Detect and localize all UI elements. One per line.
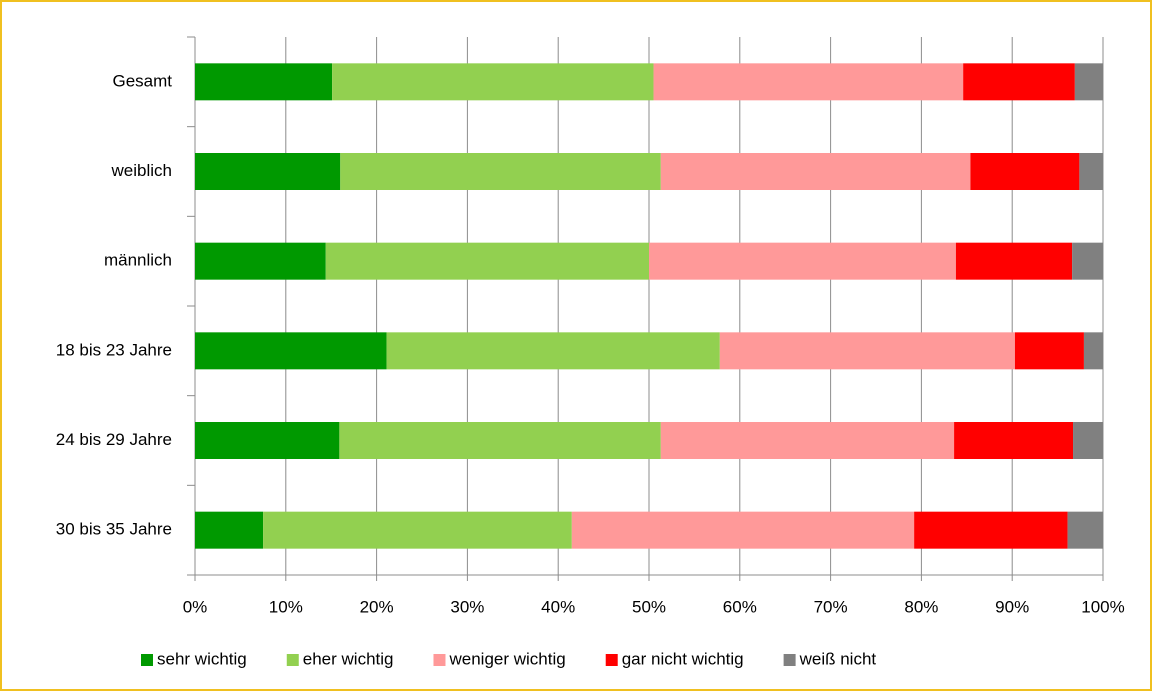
bar-segment bbox=[914, 511, 1068, 549]
bar-segment bbox=[954, 422, 1074, 459]
bar-segment bbox=[955, 242, 1073, 280]
legend-label: eher wichtig bbox=[303, 649, 394, 668]
bar-segment bbox=[1083, 332, 1103, 370]
x-tick-label: 10% bbox=[269, 597, 303, 616]
legend-swatch bbox=[433, 654, 446, 666]
bar-segment bbox=[1072, 242, 1103, 280]
legend-label: weniger wichtig bbox=[448, 649, 565, 668]
legend-swatch bbox=[783, 654, 796, 666]
bar-segment bbox=[195, 511, 264, 549]
bar-segment bbox=[571, 511, 915, 549]
x-tick-label: 0% bbox=[183, 597, 208, 616]
legend-swatch bbox=[286, 654, 299, 666]
legend-label: sehr wichtig bbox=[157, 649, 247, 668]
x-tick-label: 70% bbox=[814, 597, 848, 616]
y-tick-label: weiblich bbox=[111, 161, 172, 180]
bar-segment bbox=[649, 242, 956, 280]
x-tick-label: 80% bbox=[904, 597, 938, 616]
bar-segment bbox=[195, 422, 340, 459]
y-tick-label: 24 bis 29 Jahre bbox=[56, 430, 172, 449]
bar-segment bbox=[660, 153, 971, 190]
y-tick-label: männlich bbox=[104, 251, 172, 270]
y-tick-label: 30 bis 35 Jahre bbox=[56, 520, 172, 539]
x-tick-label: 40% bbox=[541, 597, 575, 616]
bar-segment bbox=[660, 422, 955, 459]
bar-segment bbox=[339, 422, 661, 459]
bar-segment bbox=[195, 242, 326, 280]
bar-segment bbox=[340, 153, 661, 190]
bar-segment bbox=[325, 242, 649, 280]
bar-segment bbox=[1067, 511, 1103, 549]
bar-segment bbox=[1074, 63, 1103, 101]
bar-segment bbox=[1073, 422, 1103, 459]
y-tick-label: Gesamt bbox=[112, 71, 172, 90]
x-tick-label: 100% bbox=[1081, 597, 1124, 616]
legend-swatch bbox=[141, 654, 153, 666]
x-tick-label: 90% bbox=[995, 597, 1029, 616]
x-tick-label: 20% bbox=[360, 597, 394, 616]
legend-label: gar nicht wichtig bbox=[622, 649, 744, 668]
x-tick-label: 30% bbox=[450, 597, 484, 616]
legend-label: weiß nicht bbox=[799, 649, 877, 668]
bar-segment bbox=[386, 332, 720, 370]
bar-segment bbox=[1014, 332, 1084, 370]
bar-segment bbox=[1079, 153, 1103, 190]
bar-segment bbox=[970, 153, 1080, 190]
bar-segment bbox=[653, 63, 964, 101]
legend-swatch bbox=[605, 654, 618, 666]
bar-segment bbox=[195, 63, 333, 101]
x-tick-label: 60% bbox=[723, 597, 757, 616]
bar-segment bbox=[332, 63, 654, 101]
bar-segment bbox=[263, 511, 572, 549]
bar-segment bbox=[195, 153, 341, 190]
y-tick-label: 18 bis 23 Jahre bbox=[56, 340, 172, 359]
x-tick-label: 50% bbox=[632, 597, 666, 616]
bar-segment bbox=[719, 332, 1015, 370]
bar-segment bbox=[195, 332, 387, 370]
bar-segment bbox=[963, 63, 1075, 101]
